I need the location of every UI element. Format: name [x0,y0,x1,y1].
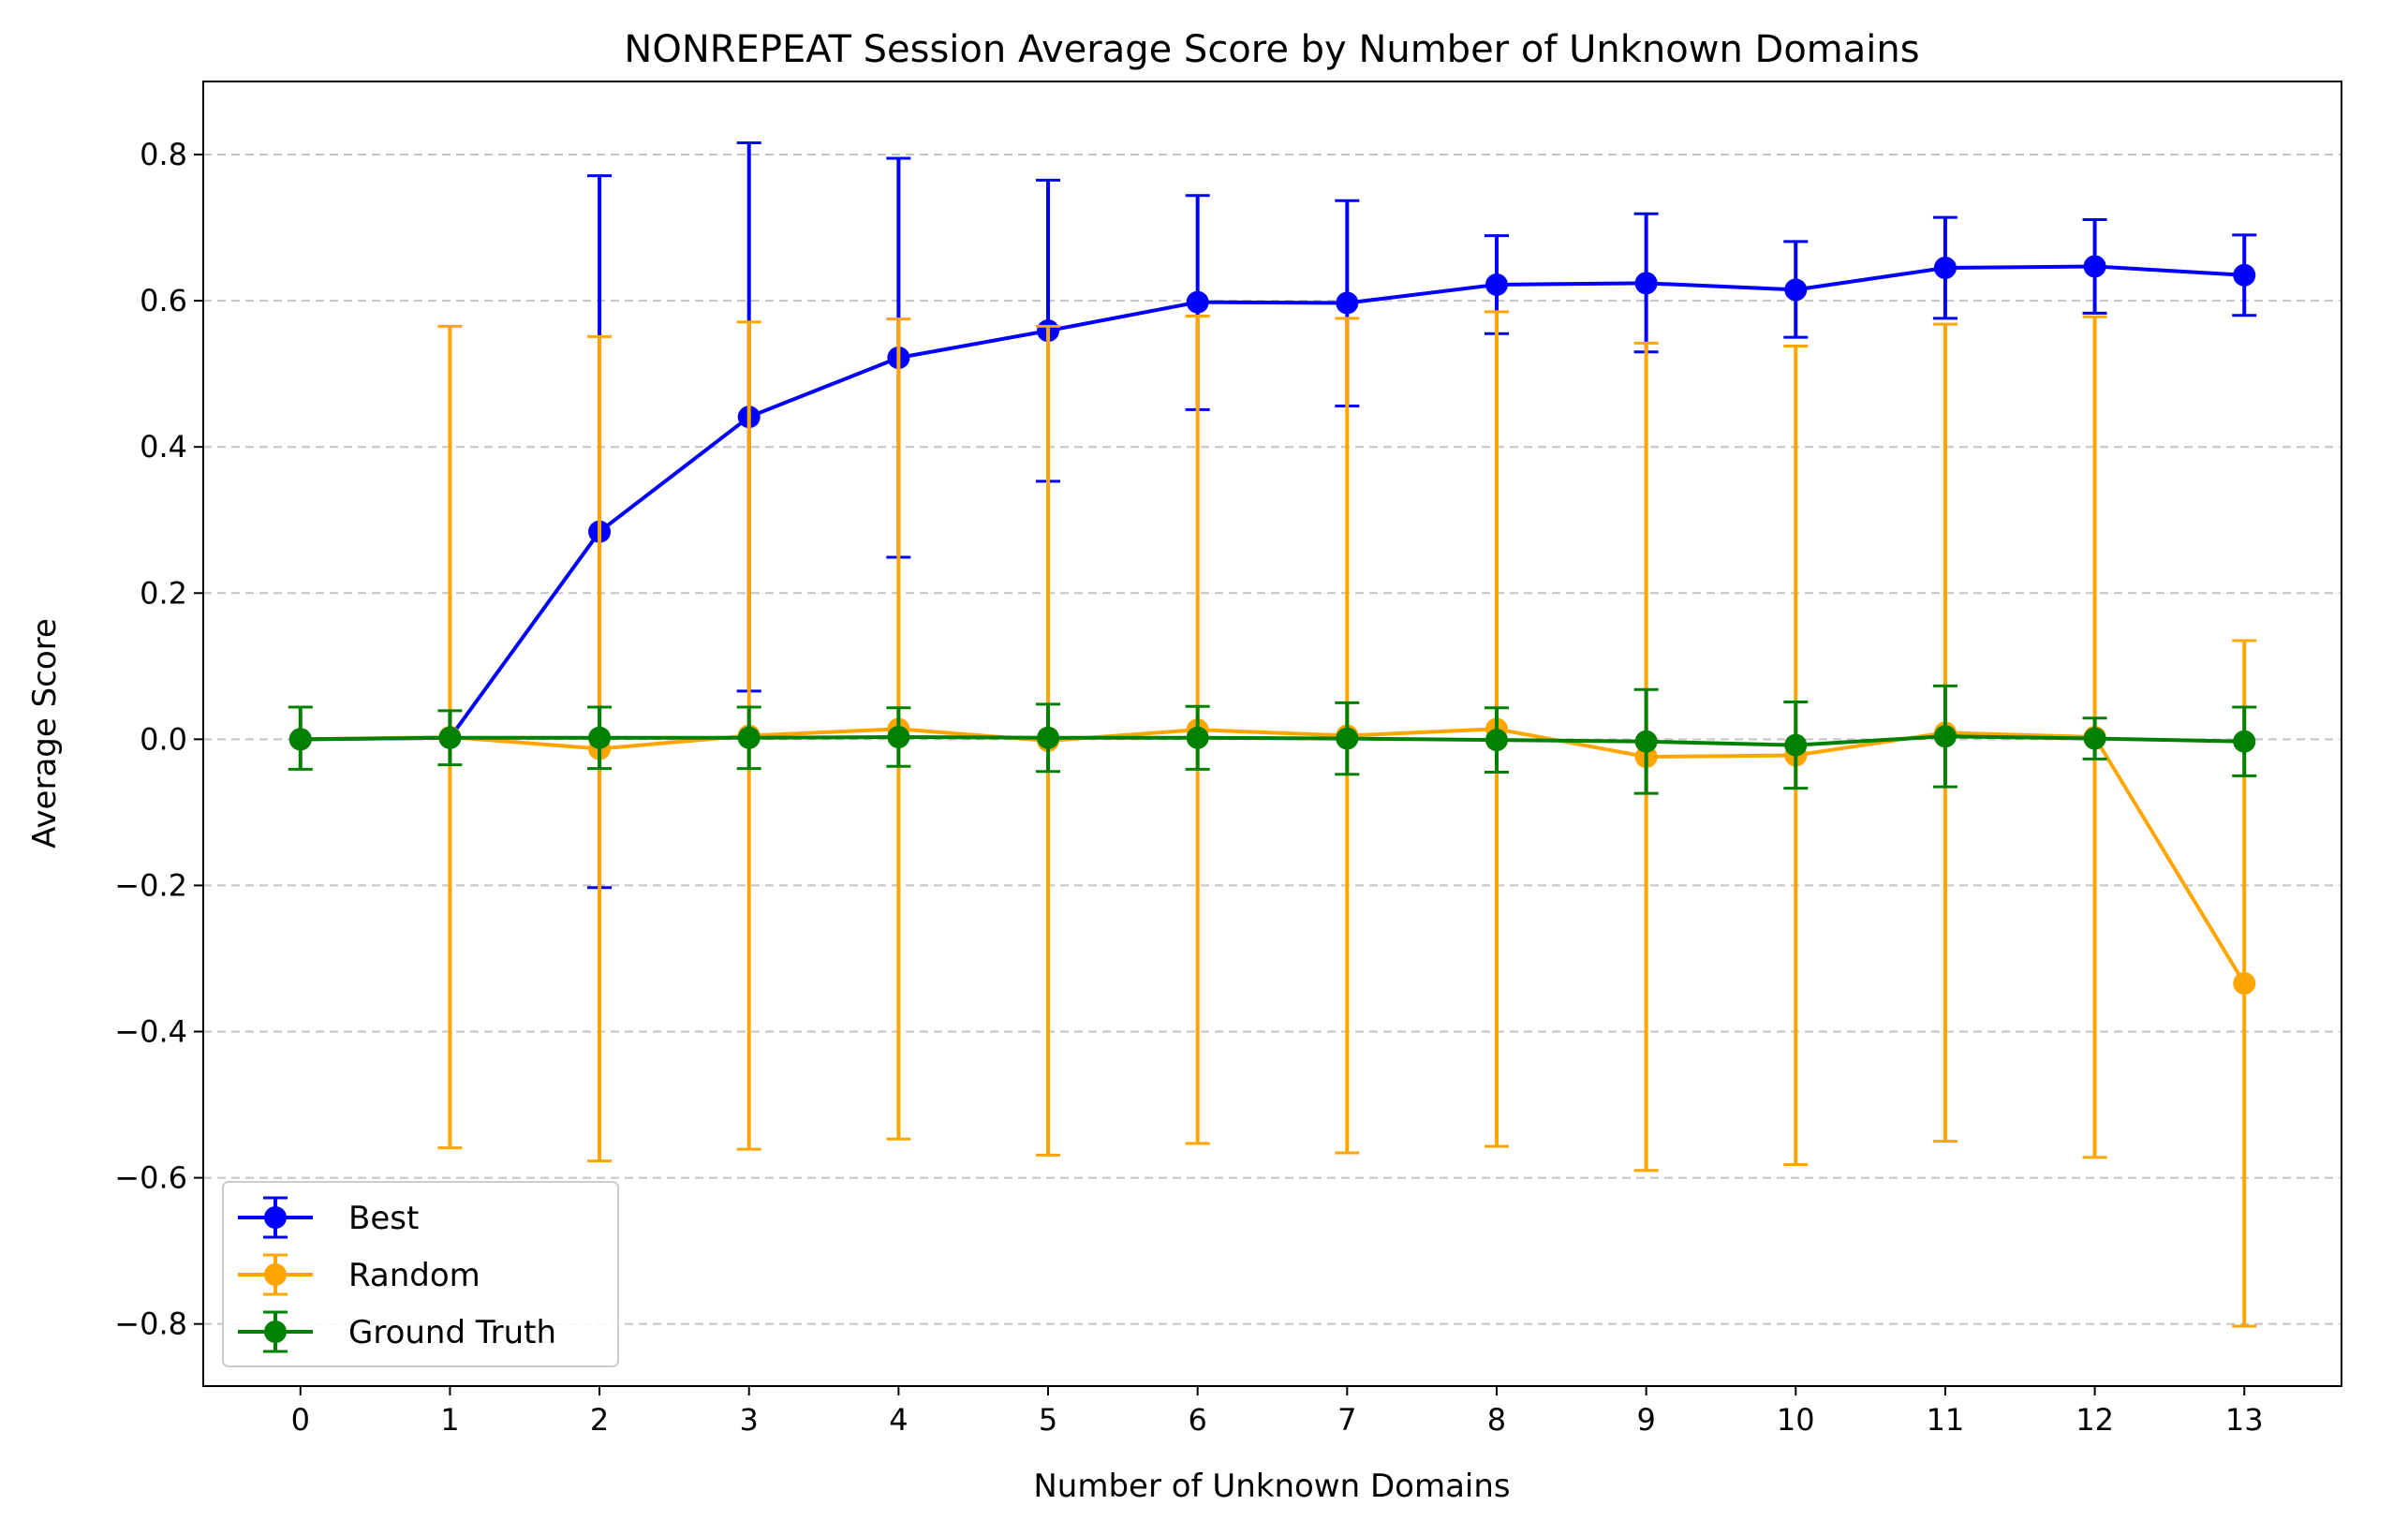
x-tick-label: 6 [1188,1402,1206,1438]
legend-box [222,1181,619,1367]
x-tick-label: 8 [1487,1402,1506,1438]
x-tick-label: 13 [2225,1402,2264,1438]
y-tick-label: −0.6 [114,1160,187,1196]
x-tick-label: 9 [1636,1402,1655,1438]
tick-layer: −0.8−0.6−0.4−0.20.00.20.40.60.80 1 2 3 4 5 6 7 8… [114,137,2263,1438]
data-point [1186,726,1209,749]
y-tick-label: −0.8 [114,1306,187,1342]
data-point [1784,733,1808,757]
chart-title: NONREPEAT Session Average Score by Numbe… [624,28,1919,71]
data-point [1933,725,1957,748]
data-point [2233,972,2256,996]
x-tick-label: 7 [1337,1402,1356,1438]
x-tick-label: 2 [590,1402,609,1438]
data-point [887,726,910,749]
x-axis-label: Number of Unknown Domains [1033,1468,1510,1505]
legend-label: Random [348,1257,480,1294]
legend-marker [264,1321,287,1343]
data-point [2083,255,2106,278]
y-axis-label: Average Score [26,618,64,849]
data-point [588,726,612,749]
data-point [1485,273,1508,296]
y-tick-label: −0.4 [114,1014,187,1050]
series-random [288,310,2257,1328]
y-tick-label: 0.6 [140,283,187,318]
legend-marker [264,1206,287,1229]
x-tick-label: 11 [1927,1402,1965,1438]
plot-frame [202,81,2342,1387]
series-line [300,264,2245,742]
data-point [1186,290,1209,314]
legend-label: Ground Truth [348,1314,556,1351]
x-tick-label: 10 [1777,1402,1815,1438]
x-tick-label: 5 [1039,1402,1057,1438]
data-point [1336,291,1359,315]
data-point [1634,730,1658,753]
legend-label: Best [348,1200,419,1237]
legend-marker [264,1263,287,1286]
x-tick-label: 12 [2076,1402,2114,1438]
data-point [1336,727,1359,750]
data-point [288,728,312,751]
y-tick-label: 0.4 [140,429,187,465]
data-point [438,726,462,749]
y-tick-label: −0.2 [114,867,187,903]
y-tick-label: 0.2 [140,575,187,611]
y-tick-label: 0.8 [140,137,187,172]
series-best [288,141,2257,890]
data-point [1037,726,1060,749]
data-point [2233,730,2256,753]
series-layer [288,141,2257,1328]
data-point [2083,727,2106,750]
series-line [300,734,2245,747]
data-point [1784,278,1808,302]
series-ground-truth [288,684,2257,795]
x-tick-label: 1 [440,1402,459,1438]
data-point [1485,729,1508,752]
x-tick-label: 3 [740,1402,759,1438]
x-tick-label: 4 [889,1402,908,1438]
x-tick-label: 0 [291,1402,310,1438]
data-point [2233,263,2256,287]
legend: Best Random Ground Truth [222,1181,619,1367]
y-tick-label: 0.0 [140,721,187,757]
data-point [1634,272,1658,295]
data-point [737,726,761,749]
data-point [1933,257,1957,279]
